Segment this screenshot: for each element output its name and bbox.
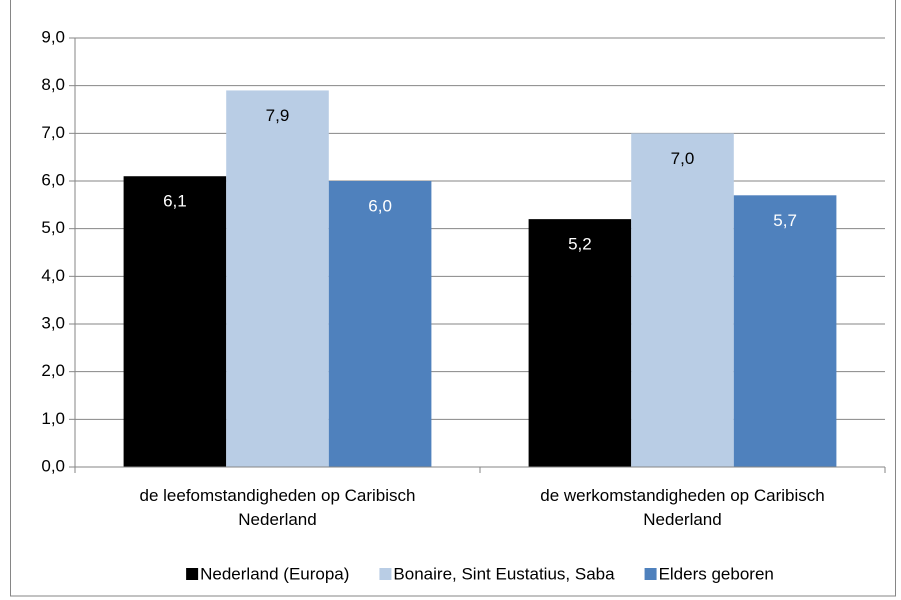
bar bbox=[631, 133, 734, 468]
y-tick-label: 9,0 bbox=[41, 27, 65, 46]
data-label: 5,2 bbox=[568, 235, 592, 254]
legend-item: Elders geboren bbox=[644, 564, 774, 583]
y-tick-label: 6,0 bbox=[41, 170, 65, 189]
legend-item: Nederland (Europa) bbox=[186, 564, 349, 583]
y-tick-label: 3,0 bbox=[41, 313, 65, 332]
data-label: 5,7 bbox=[773, 211, 797, 230]
legend-swatch bbox=[379, 568, 392, 580]
legend-swatch bbox=[186, 568, 199, 580]
bar bbox=[733, 195, 837, 468]
data-label: 6,1 bbox=[163, 192, 187, 211]
y-tick-label: 4,0 bbox=[41, 266, 65, 285]
legend-label: Bonaire, Sint Eustatius, Saba bbox=[393, 564, 615, 583]
y-tick-label: 8,0 bbox=[41, 75, 65, 94]
data-label: 7,0 bbox=[671, 149, 695, 168]
bar bbox=[528, 219, 632, 467]
y-tick-label: 5,0 bbox=[41, 218, 65, 237]
legend-label: Nederland (Europa) bbox=[200, 564, 349, 583]
data-label: 6,0 bbox=[368, 196, 392, 215]
legend-swatch bbox=[644, 568, 657, 580]
y-tick-label: 1,0 bbox=[41, 409, 65, 428]
data-label: 7,9 bbox=[266, 106, 290, 125]
x-tick-label-box: de leefomstandigheden op Caribisch Neder… bbox=[139, 486, 416, 529]
legend-label: Elders geboren bbox=[659, 564, 774, 583]
legend-item: Bonaire, Sint Eustatius, Saba bbox=[379, 564, 615, 583]
y-tick-label: 2,0 bbox=[41, 361, 65, 380]
bar bbox=[123, 176, 227, 467]
bar bbox=[226, 90, 329, 467]
x-tick-label: de werkomstandigheden op Caribisch Neder… bbox=[540, 486, 825, 529]
x-tick-label: de leefomstandigheden op Caribisch Neder… bbox=[139, 486, 416, 529]
y-tick-label: 7,0 bbox=[41, 123, 65, 142]
y-tick-label: 0,0 bbox=[41, 456, 65, 475]
bar bbox=[328, 181, 432, 467]
x-tick-label-box: de werkomstandigheden op Caribisch Neder… bbox=[540, 486, 825, 529]
